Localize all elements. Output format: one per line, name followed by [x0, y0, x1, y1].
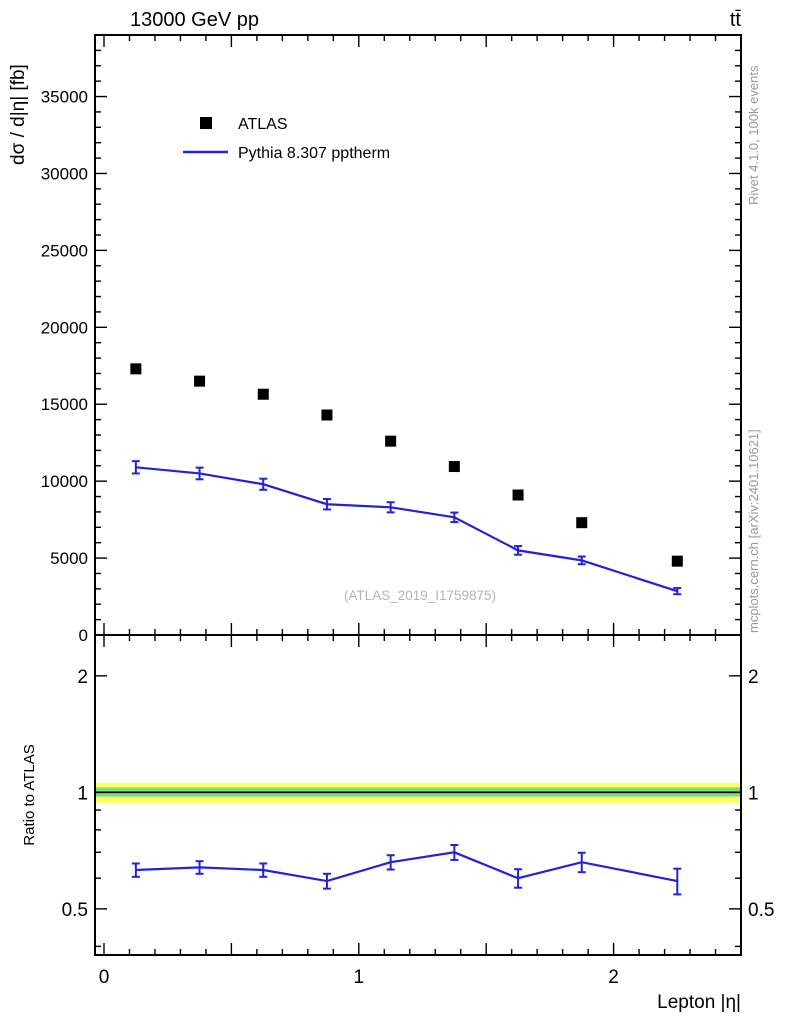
ratio-y-axis-label: Ratio to ATLAS [21, 744, 38, 845]
plot-title-process: tt̄ [730, 9, 742, 31]
legend-atlas-label: ATLAS [238, 116, 288, 133]
legend: ATLAS Pythia 8.307 pptherm [183, 116, 390, 162]
svg-text:0: 0 [79, 626, 88, 645]
legend-atlas-square-marker [200, 117, 212, 129]
svg-text:10000: 10000 [41, 472, 88, 491]
svg-text:2: 2 [77, 667, 88, 688]
svg-text:2: 2 [748, 667, 759, 688]
svg-text:15000: 15000 [41, 395, 88, 414]
svg-text:1: 1 [77, 783, 88, 804]
svg-text:1: 1 [354, 967, 365, 988]
analysis-id-watermark: (ATLAS_2019_I1759875) [344, 588, 496, 603]
main-y-axis-label: dσ / d|η| [fb] [8, 64, 29, 165]
svg-text:0: 0 [99, 967, 110, 988]
x-axis-label: Lepton |η| [657, 992, 741, 1013]
svg-text:0.5: 0.5 [62, 900, 88, 921]
svg-text:1: 1 [748, 783, 759, 804]
svg-text:25000: 25000 [41, 241, 88, 260]
legend-pythia-label: Pythia 8.307 pptherm [238, 145, 390, 162]
svg-text:35000: 35000 [41, 88, 88, 107]
svg-text:5000: 5000 [50, 549, 88, 568]
chart-layer: 0 1 2 0 5000 10000 15000 20000 25000 30000 35000 0.… [41, 34, 774, 988]
svg-text:2: 2 [608, 967, 619, 988]
mcplots-attribution-label: mcplots.cern.ch [arXiv:2401.10621] [746, 429, 761, 633]
svg-text:0.5: 0.5 [748, 900, 774, 921]
svg-text:20000: 20000 [41, 318, 88, 337]
svg-text:30000: 30000 [41, 164, 88, 183]
rivet-version-label: Rivet 4.1.0, 100k events [746, 65, 761, 205]
plot-title-energy: 13000 GeV pp [130, 9, 259, 31]
